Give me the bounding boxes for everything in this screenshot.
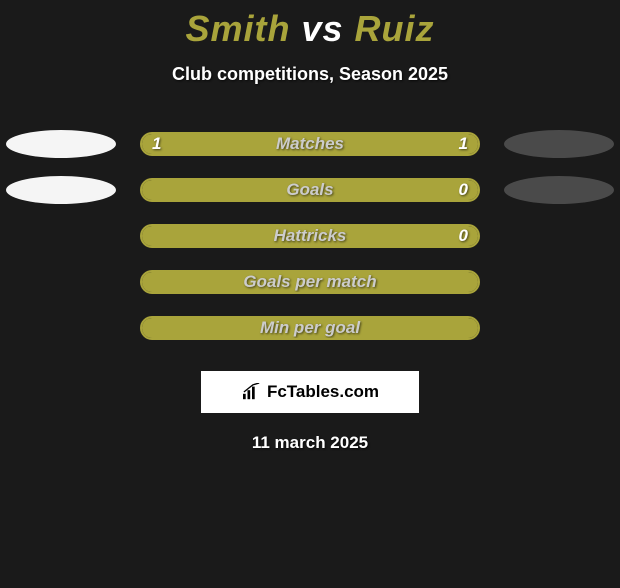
stat-label: Goals per match [243,272,376,292]
logo-text: FcTables.com [267,382,379,402]
stat-label: Hattricks [274,226,347,246]
stat-bar: Goals per match [140,270,480,294]
stat-bar: Goals 0 [140,178,480,202]
stat-row: Goals 0 [0,167,620,213]
stat-label: Min per goal [260,318,360,338]
stat-label: Goals [286,180,333,200]
stat-bar: Matches 1 1 [140,132,480,156]
stat-value-right: 1 [459,134,468,154]
stats-area: Matches 1 1 Goals 0 Hattricks 0 Goals per match… [0,121,620,351]
stat-bar: Hattricks 0 [140,224,480,248]
player1-badge [6,130,116,158]
stat-row: Min per goal [0,305,620,351]
stat-value-right: 0 [459,226,468,246]
player2-name: Ruiz [355,8,435,49]
player2-badge [504,130,614,158]
stat-row: Matches 1 1 [0,121,620,167]
player2-badge [504,176,614,204]
stat-row: Goals per match [0,259,620,305]
player1-badge [6,176,116,204]
stat-value-right: 0 [459,180,468,200]
date-line: 11 march 2025 [0,433,620,453]
vs-text: vs [301,8,343,49]
stat-value-left: 1 [152,134,161,154]
player1-name: Smith [185,8,290,49]
page-title: Smith vs Ruiz [0,8,620,50]
stat-row: Hattricks 0 [0,213,620,259]
chart-icon [241,383,263,401]
logo-box: FcTables.com [201,371,419,413]
stat-bar: Min per goal [140,316,480,340]
subtitle: Club competitions, Season 2025 [0,64,620,85]
stat-label: Matches [276,134,344,154]
